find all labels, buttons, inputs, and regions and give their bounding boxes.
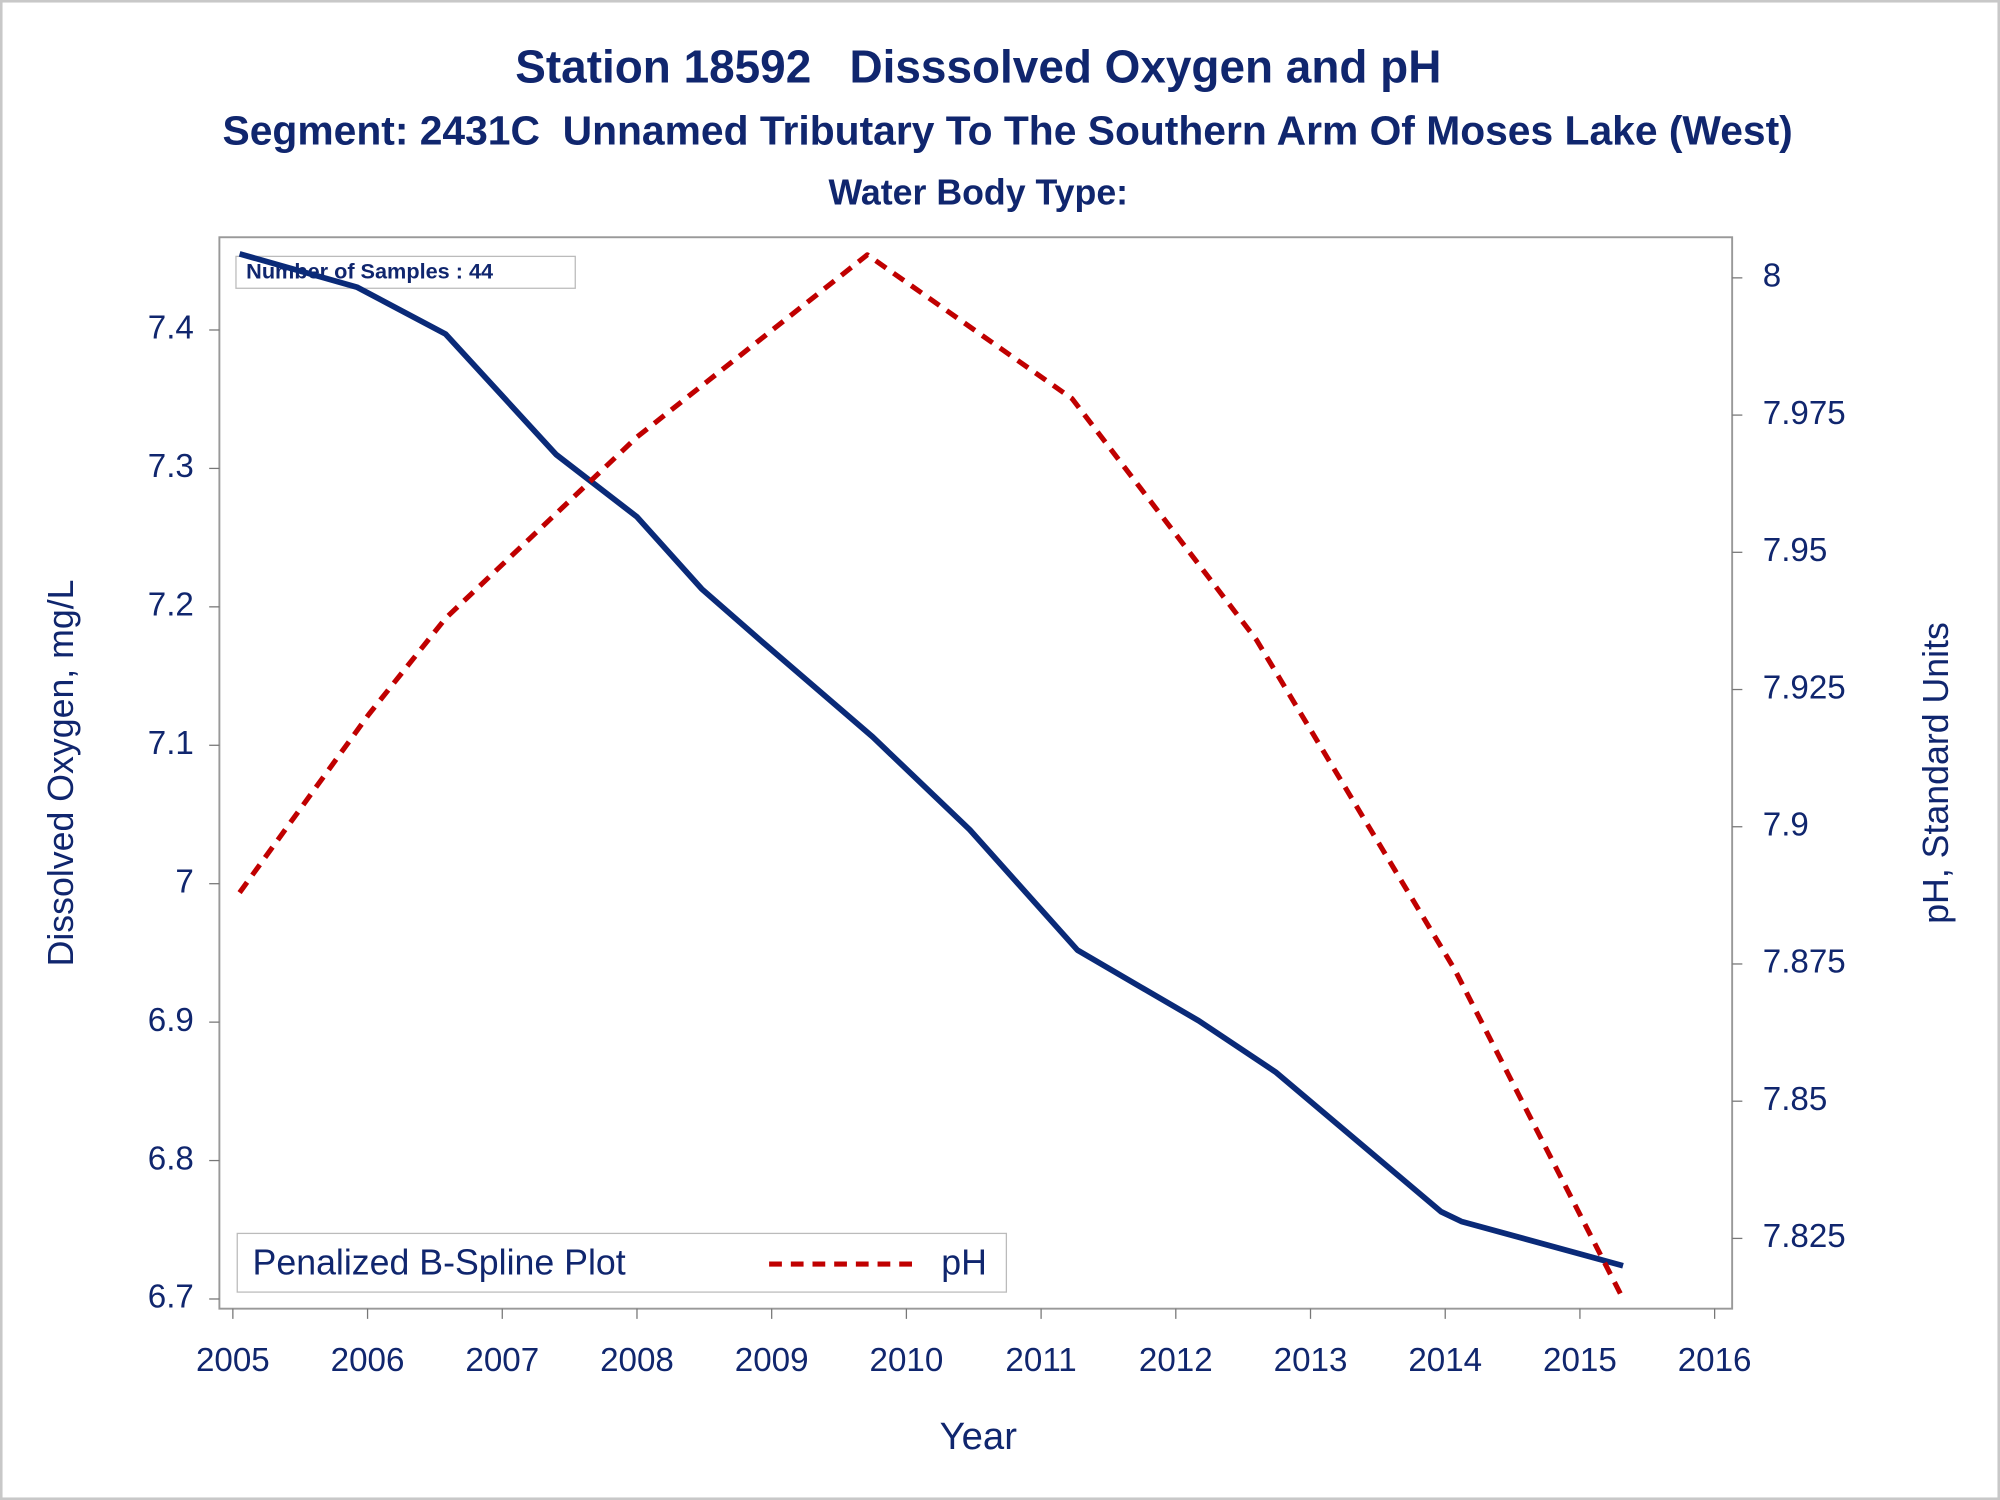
x-tick-label: 2006 [331, 1342, 405, 1379]
annotation-box [235, 255, 576, 289]
legend: Penalized B-Spline Plot pH [236, 1232, 1008, 1293]
y-tick-label: 7 [175, 863, 193, 900]
data-line [237, 252, 1626, 1300]
data-line [238, 251, 1624, 1269]
y2-tick-label: 7.9 [1763, 807, 1809, 844]
x-tick-label: 2005 [196, 1342, 270, 1379]
x-tick-label: 2014 [1408, 1342, 1482, 1379]
legend-label: pH [941, 1243, 987, 1283]
y2-tick-label: 8 [1763, 258, 1781, 295]
legend-title: Penalized B-Spline Plot [253, 1243, 626, 1283]
x-tick-label: 2009 [735, 1342, 809, 1379]
chart-subtitle: Water Body Type: [829, 173, 1129, 213]
x-tick-label: 2008 [600, 1342, 674, 1379]
x-tick-label: 2015 [1543, 1342, 1617, 1379]
y-tick-label: 7.4 [148, 310, 194, 347]
x-tick-label: 2007 [465, 1342, 539, 1379]
y2-tick-label: 7.825 [1763, 1218, 1846, 1255]
x-tick-label: 2010 [870, 1342, 944, 1379]
y2-tick-label: 7.875 [1763, 944, 1846, 981]
y2-axis-label: pH, Standard Units [1916, 622, 1956, 924]
annotation: Number of Samples : 44 [246, 259, 493, 284]
chart-subtitle: Segment: 2431C Unnamed Tributary To The … [223, 108, 1793, 154]
y-tick-label: 7.1 [148, 725, 194, 762]
y2-tick-label: 7.925 [1763, 669, 1846, 706]
x-tick-label: 2011 [1005, 1342, 1076, 1379]
y-tick-label: 7.2 [148, 587, 194, 624]
chart-title: Station 18592 Disssolved Oxygen and pH [515, 40, 1441, 92]
x-tick-label: 2016 [1678, 1342, 1752, 1379]
y2-tick-label: 7.95 [1763, 532, 1828, 569]
y-tick-label: 6.8 [148, 1140, 194, 1177]
y-axis-label: Dissolved Oxygen, mg/L [41, 579, 81, 966]
x-axis-label: Year [940, 1415, 1018, 1458]
x-tick-label: 2012 [1139, 1342, 1213, 1379]
y-tick-label: 7.3 [148, 448, 194, 485]
x-tick-label: 2013 [1274, 1342, 1348, 1379]
y2-tick-label: 7.975 [1763, 395, 1846, 432]
plot-area [218, 236, 1734, 1310]
y-tick-label: 6.7 [148, 1279, 194, 1316]
y2-tick-label: 7.85 [1763, 1081, 1828, 1118]
y-tick-label: 6.9 [148, 1002, 194, 1039]
